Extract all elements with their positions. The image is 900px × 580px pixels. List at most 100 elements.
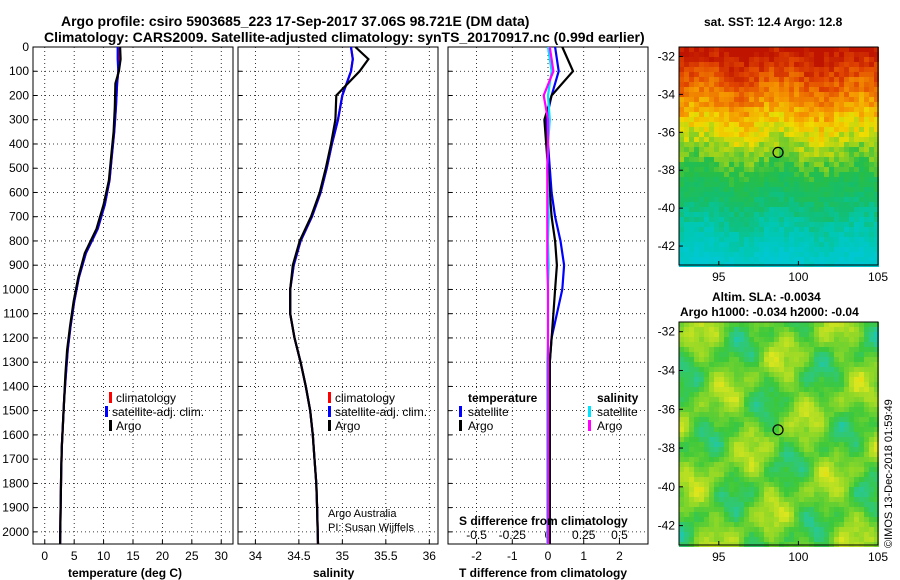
- map-cell: [759, 152, 764, 157]
- map-cell: [699, 402, 704, 407]
- map-cell: [709, 447, 714, 452]
- map-cell: [809, 117, 814, 122]
- map-cell: [759, 187, 764, 192]
- map-cell: [774, 502, 779, 507]
- map-cell: [744, 327, 749, 332]
- map-cell: [714, 172, 719, 177]
- map-cell: [814, 382, 819, 387]
- map-cell: [769, 102, 774, 107]
- map-cell: [824, 227, 829, 232]
- map-cell: [814, 67, 819, 72]
- map-cell: [844, 457, 849, 462]
- map-cell: [704, 402, 709, 407]
- map-cell: [694, 182, 699, 187]
- map-cell: [684, 367, 689, 372]
- map-cell: [874, 472, 879, 477]
- map-cell: [819, 362, 824, 367]
- map-cell: [859, 202, 864, 207]
- map-cell: [744, 337, 749, 342]
- map-cell: [689, 117, 694, 122]
- map-cell: [824, 507, 829, 512]
- map-cell: [694, 97, 699, 102]
- map-cell: [864, 97, 869, 102]
- map-cell: [774, 447, 779, 452]
- map-cell: [769, 467, 774, 472]
- map-cell: [764, 112, 769, 117]
- map-cell: [844, 402, 849, 407]
- map-cell: [864, 112, 869, 117]
- map-cell: [729, 377, 734, 382]
- map-cell: [739, 242, 744, 247]
- map-cell: [729, 347, 734, 352]
- map-cell: [809, 372, 814, 377]
- legend-argo: Argo: [335, 419, 361, 433]
- map-cell: [749, 442, 754, 447]
- map-cell: [814, 112, 819, 117]
- map-cell: [844, 427, 849, 432]
- map-cell: [869, 382, 874, 387]
- map-cell: [809, 327, 814, 332]
- map-cell: [849, 187, 854, 192]
- map-cell: [809, 72, 814, 77]
- map-cell: [799, 482, 804, 487]
- map-cell: [694, 392, 699, 397]
- map-cell: [699, 47, 704, 52]
- map-cell: [694, 457, 699, 462]
- map-cell: [694, 442, 699, 447]
- map-cell: [679, 322, 684, 327]
- map-cell: [679, 452, 684, 457]
- map-cell: [729, 57, 734, 62]
- map-cell: [839, 442, 844, 447]
- map-cell: [729, 507, 734, 512]
- y-tick-label: 100: [9, 64, 29, 78]
- map-cell: [804, 327, 809, 332]
- map-cell: [869, 177, 874, 182]
- map-cell: [774, 147, 779, 152]
- map-cell: [859, 192, 864, 197]
- map-cell: [804, 157, 809, 162]
- map-cell: [709, 257, 714, 262]
- map-cell: [829, 237, 834, 242]
- map-cell: [734, 72, 739, 77]
- map-cell: [719, 492, 724, 497]
- map-cell: [754, 417, 759, 422]
- map-cell: [779, 232, 784, 237]
- map-cell: [839, 127, 844, 132]
- map-cell: [764, 347, 769, 352]
- map-cell: [829, 257, 834, 262]
- map-cell: [729, 117, 734, 122]
- map-cell: [724, 382, 729, 387]
- map-cell: [699, 187, 704, 192]
- map-cell: [734, 447, 739, 452]
- map-cell: [864, 467, 869, 472]
- map-y-tick-label: -36: [658, 402, 676, 416]
- map-cell: [849, 177, 854, 182]
- map-cell: [834, 247, 839, 252]
- map-cell: [769, 502, 774, 507]
- map-cell: [829, 487, 834, 492]
- map-cell: [759, 92, 764, 97]
- map-cell: [754, 432, 759, 437]
- map-cell: [844, 132, 849, 137]
- map-cell: [814, 392, 819, 397]
- map-cell: [769, 157, 774, 162]
- map-cell: [829, 47, 834, 52]
- map-cell: [734, 197, 739, 202]
- map-cell: [769, 227, 774, 232]
- map-cell: [784, 167, 789, 172]
- map-cell: [729, 332, 734, 337]
- map-cell: [834, 237, 839, 242]
- map-cell: [814, 332, 819, 337]
- map-cell: [834, 152, 839, 157]
- map-cell: [744, 67, 749, 72]
- map-cell: [829, 357, 834, 362]
- map-cell: [769, 62, 774, 67]
- map-cell: [874, 377, 879, 382]
- map-cell: [799, 492, 804, 497]
- map-cell: [784, 492, 789, 497]
- map-cell: [789, 357, 794, 362]
- map-cell: [874, 142, 879, 147]
- map-cell: [794, 332, 799, 337]
- map-cell: [874, 82, 879, 87]
- map-cell: [679, 382, 684, 387]
